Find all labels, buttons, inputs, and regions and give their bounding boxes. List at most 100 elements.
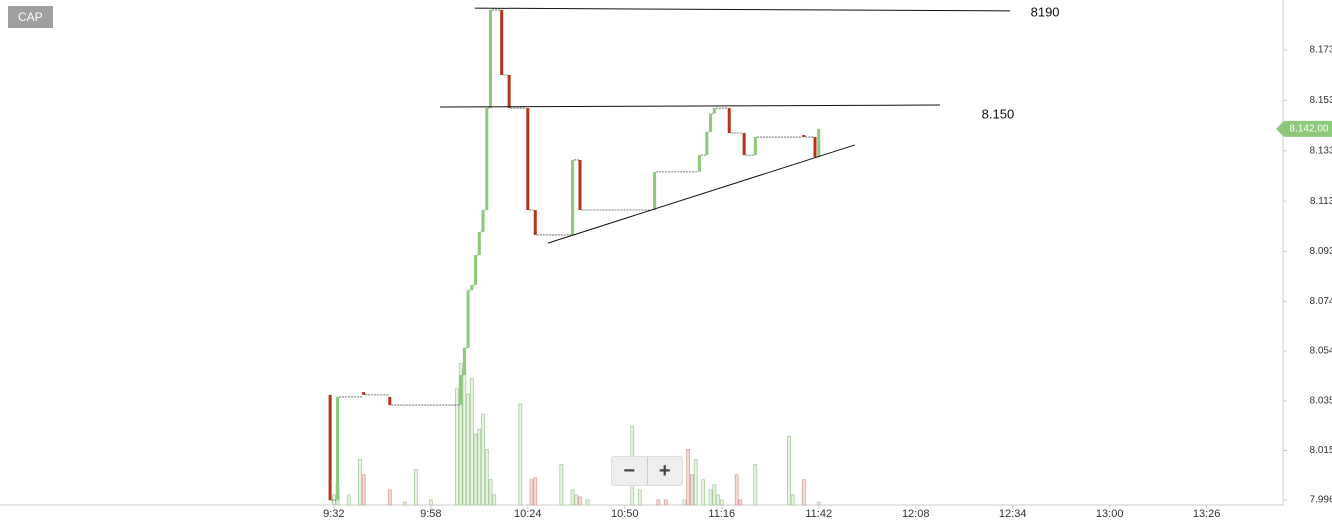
drawn-line <box>474 7 1011 12</box>
zoom-controls: − + <box>611 456 683 486</box>
line-label: 8.150 <box>982 106 1015 121</box>
x-tick-label: 9:58 <box>420 508 441 520</box>
volume-bar <box>428 499 433 506</box>
volume-bar <box>518 403 523 506</box>
y-tick-label: 8.074,24 <box>1310 296 1332 307</box>
drawn-line <box>547 144 856 244</box>
y-tick-label: 8.153,17 <box>1310 95 1332 106</box>
volume-bar <box>488 479 493 506</box>
y-tick-label: 7.996,07 <box>1310 495 1332 506</box>
volume-bar <box>738 499 743 506</box>
volume-bar <box>690 474 694 506</box>
candle <box>466 290 470 348</box>
volume-bar <box>402 501 407 506</box>
volume-bar <box>529 479 534 506</box>
candle <box>727 108 731 133</box>
volume-bar <box>458 363 463 506</box>
last-price-label: 8.142,00 <box>1290 124 1329 135</box>
volume-bar <box>361 474 366 506</box>
last-price-tag <box>1276 120 1332 137</box>
volume-bar <box>787 435 791 506</box>
candle <box>753 137 757 156</box>
candle <box>388 396 392 406</box>
x-tick-label: 12:08 <box>902 508 930 520</box>
x-tick-label: 13:26 <box>1193 508 1221 520</box>
volume-bar <box>693 459 698 506</box>
symbol-label: CAP <box>8 6 53 28</box>
volume-bar <box>559 464 564 506</box>
candle <box>709 113 713 132</box>
volume-bar <box>387 489 392 506</box>
zoom-out-button[interactable]: − <box>623 459 636 482</box>
volume-bar <box>686 449 691 506</box>
candle <box>470 285 474 291</box>
line-label: 8190 <box>1031 4 1060 19</box>
volume-bar <box>574 494 579 506</box>
candle <box>712 108 716 114</box>
volume-bar <box>663 499 668 506</box>
candle <box>653 171 657 211</box>
candle <box>526 108 530 211</box>
volume-bar <box>585 499 590 506</box>
candle <box>500 9 504 76</box>
volume-bar <box>734 474 739 506</box>
volume-bar <box>473 433 478 506</box>
zoom-in-button[interactable]: + <box>646 457 683 485</box>
y-tick-label: 8.173,03 <box>1310 45 1332 56</box>
x-tick-label: 10:24 <box>514 508 542 520</box>
volume-bar <box>469 378 474 506</box>
volume-bar <box>712 484 717 506</box>
candle <box>578 159 582 211</box>
volume-bar <box>466 393 470 506</box>
y-tick-label: 8.035,06 <box>1310 395 1332 406</box>
volume-bar <box>462 368 467 506</box>
x-tick-label: 11:42 <box>805 508 832 520</box>
volume-bar <box>801 479 806 506</box>
volume-bar <box>477 428 482 506</box>
volume-bar <box>708 489 713 506</box>
volume-bar <box>816 501 821 506</box>
drawn-line <box>440 104 940 108</box>
x-tick-label: 12:34 <box>999 508 1027 520</box>
candle <box>507 75 511 109</box>
volume-bar <box>481 413 485 506</box>
volume-bar <box>570 489 575 506</box>
volume-bar <box>346 494 351 506</box>
candle <box>462 347 466 376</box>
candle <box>697 155 701 172</box>
candle <box>336 396 340 501</box>
volume-bar <box>656 499 661 506</box>
volume-bar <box>492 494 497 506</box>
volume-bar <box>455 388 459 506</box>
volume-bar <box>753 464 758 506</box>
candle <box>813 137 817 158</box>
volume-bar <box>719 499 724 506</box>
volume-bar <box>414 469 418 506</box>
y-tick-label: 8.093,90 <box>1310 246 1332 257</box>
volume-bar <box>701 479 705 506</box>
candle <box>705 131 709 156</box>
volume-bar <box>533 477 538 506</box>
x-tick-label: 10:50 <box>611 508 639 520</box>
candle <box>533 210 537 235</box>
y-tick-label: 8.133,37 <box>1310 146 1332 157</box>
volume-bar <box>682 499 687 506</box>
candle <box>802 135 806 138</box>
candle <box>459 375 463 406</box>
x-tick-label: 11:16 <box>708 508 735 520</box>
candle <box>474 255 478 286</box>
candle <box>742 132 746 156</box>
candle <box>817 128 821 158</box>
volume-bar <box>637 489 642 506</box>
candle <box>481 210 485 232</box>
candle <box>362 392 366 395</box>
x-tick-label: 9:32 <box>323 508 344 520</box>
candle <box>477 231 481 256</box>
y-tick-label: 8.113,61 <box>1310 196 1332 207</box>
y-tick-label: 8.054,63 <box>1310 346 1332 357</box>
x-tick-label: 13:00 <box>1096 508 1124 520</box>
candle <box>571 159 575 235</box>
volume-bar <box>484 449 489 506</box>
